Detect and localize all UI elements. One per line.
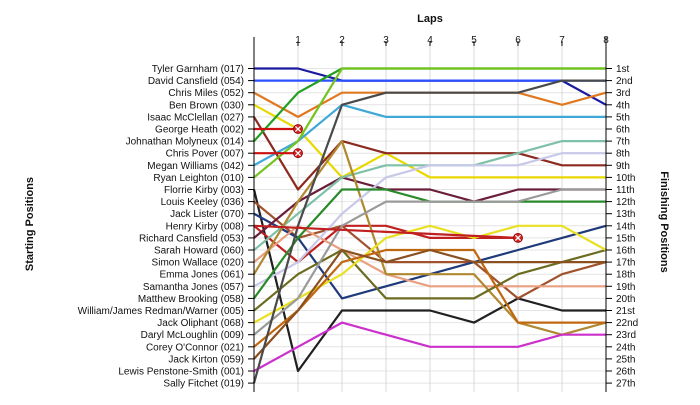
starting-position-label: Florrie Kirby (003) (164, 185, 244, 196)
finishing-position-label: 26th (616, 367, 635, 378)
finishing-position-label: 17th (616, 258, 635, 269)
starting-position-label: Corey O'Connor (021) (146, 342, 244, 353)
starting-position-label: Sarah Howard (060) (154, 246, 244, 257)
x-tick-label: 3 (383, 35, 389, 46)
finishing-position-label: 12th (616, 197, 635, 208)
starting-position-label: Jack Lister (070) (170, 209, 244, 220)
finishing-position-label: 1st (616, 64, 630, 75)
x-tick-label: 2 (339, 35, 345, 46)
finishing-position-label: 11th (616, 185, 635, 196)
starting-position-label: Ryan Leighton (010) (153, 173, 244, 184)
starting-position-label: Johnathan Molyneux (014) (126, 137, 244, 148)
x-tick-label: 4 (427, 35, 433, 46)
starting-position-label: Henry Kirby (008) (166, 221, 244, 232)
finishing-position-label: 20th (616, 294, 635, 305)
finishing-position-labels: 1st2nd3rd4th5th6th7th8th9th10th11th12th1… (606, 64, 638, 390)
starting-position-label: Lewis Penstone-Smith (001) (118, 367, 244, 378)
finishing-position-label: 15th (616, 233, 635, 244)
finishing-position-label: 19th (616, 282, 635, 293)
series-line (253, 188, 606, 336)
starting-position-label: William/James Redman/Warner (005) (78, 306, 244, 317)
starting-position-label: Sally Fitchet (019) (163, 379, 244, 390)
series-line (253, 176, 606, 239)
starting-position-label: Emma Jones (061) (160, 270, 244, 281)
starting-position-label: Megan Williams (042) (147, 161, 244, 172)
retirement-marker-cross (294, 150, 302, 157)
starting-position-label: Samantha Jones (057) (143, 282, 244, 293)
retirement-markers (293, 124, 523, 243)
x-tick-label: 6 (515, 35, 521, 46)
series-line (253, 67, 606, 179)
finishing-position-label: 4th (616, 100, 630, 111)
starting-position-label: Isaac McClellan (027) (147, 112, 244, 123)
finishing-position-label: 2nd (616, 76, 633, 87)
x-tick-label: 7 (559, 35, 565, 46)
finishing-position-label: 3rd (616, 88, 630, 99)
x-tick-label: 5 (471, 35, 477, 46)
series-line (253, 321, 606, 372)
series-line (252, 79, 606, 384)
finishing-position-label: 16th (616, 246, 635, 257)
chart-title: Laps (417, 13, 443, 25)
finishing-position-label: 22nd (616, 318, 638, 329)
starting-position-label: Richard Cansfield (053) (139, 233, 244, 244)
finishing-position-label: 21st (616, 306, 635, 317)
starting-position-label: Simon Wallace (020) (152, 258, 244, 269)
finishing-position-label: 8th (616, 149, 630, 160)
x-tick-label: 1 (295, 35, 301, 46)
finishing-position-label: 24th (616, 342, 635, 353)
starting-position-label: Tyler Garnham (017) (152, 64, 244, 75)
starting-position-label: Daryl McLoughlin (009) (141, 330, 244, 341)
finishing-position-label: 18th (616, 270, 635, 281)
y-axis-title-right: Finishing Positions (658, 171, 670, 272)
series-line (253, 103, 606, 167)
series-line (253, 116, 606, 191)
series-line (253, 248, 606, 360)
series-line (252, 189, 606, 373)
y-axis-title-left: Starting Positions (24, 177, 36, 271)
x-tick-labels: 1 2 3 4 5 6 7 8 (295, 35, 609, 46)
starting-position-label: Chris Pover (007) (166, 149, 244, 160)
series-line (253, 152, 606, 288)
series-lines (252, 67, 607, 384)
starting-position-label: Ben Brown (030) (169, 100, 244, 111)
finishing-position-label: 13th (616, 209, 635, 220)
grid (254, 45, 607, 392)
retirement-marker-cross (514, 234, 522, 241)
finishing-position-label: 14th (616, 221, 635, 232)
series-line (253, 248, 607, 312)
starting-position-label: David Cansfield (054) (148, 76, 244, 87)
axes (253, 37, 607, 392)
series-line (253, 224, 519, 239)
finishing-position-label: 7th (616, 137, 630, 148)
starting-position-labels: Tyler Garnham (017)David Cansfield (054)… (78, 64, 254, 390)
finishing-position-label: 23rd (616, 330, 636, 341)
series-line (253, 224, 606, 288)
starting-position-label: Matthew Brooking (058) (138, 294, 244, 305)
finishing-position-label: 9th (616, 161, 630, 172)
starting-position-label: George Heath (002) (155, 125, 244, 136)
starting-position-label: Louis Keeley (036) (161, 197, 244, 208)
series-line (253, 103, 606, 179)
series-line (253, 140, 607, 336)
finishing-position-label: 27th (616, 379, 635, 390)
retirement-marker-cross (294, 125, 302, 133)
starting-position-label: Chris Miles (052) (168, 88, 244, 99)
finishing-position-label: 6th (616, 125, 630, 136)
starting-position-label: Jack Kirton (059) (168, 354, 244, 365)
finishing-position-label: 25th (616, 354, 635, 365)
finishing-position-label: 5th (616, 112, 630, 123)
starting-position-label: Jack Oliphant (068) (157, 318, 244, 329)
x-tick-label: 8 (603, 35, 609, 46)
finishing-position-label: 10th (616, 173, 635, 184)
